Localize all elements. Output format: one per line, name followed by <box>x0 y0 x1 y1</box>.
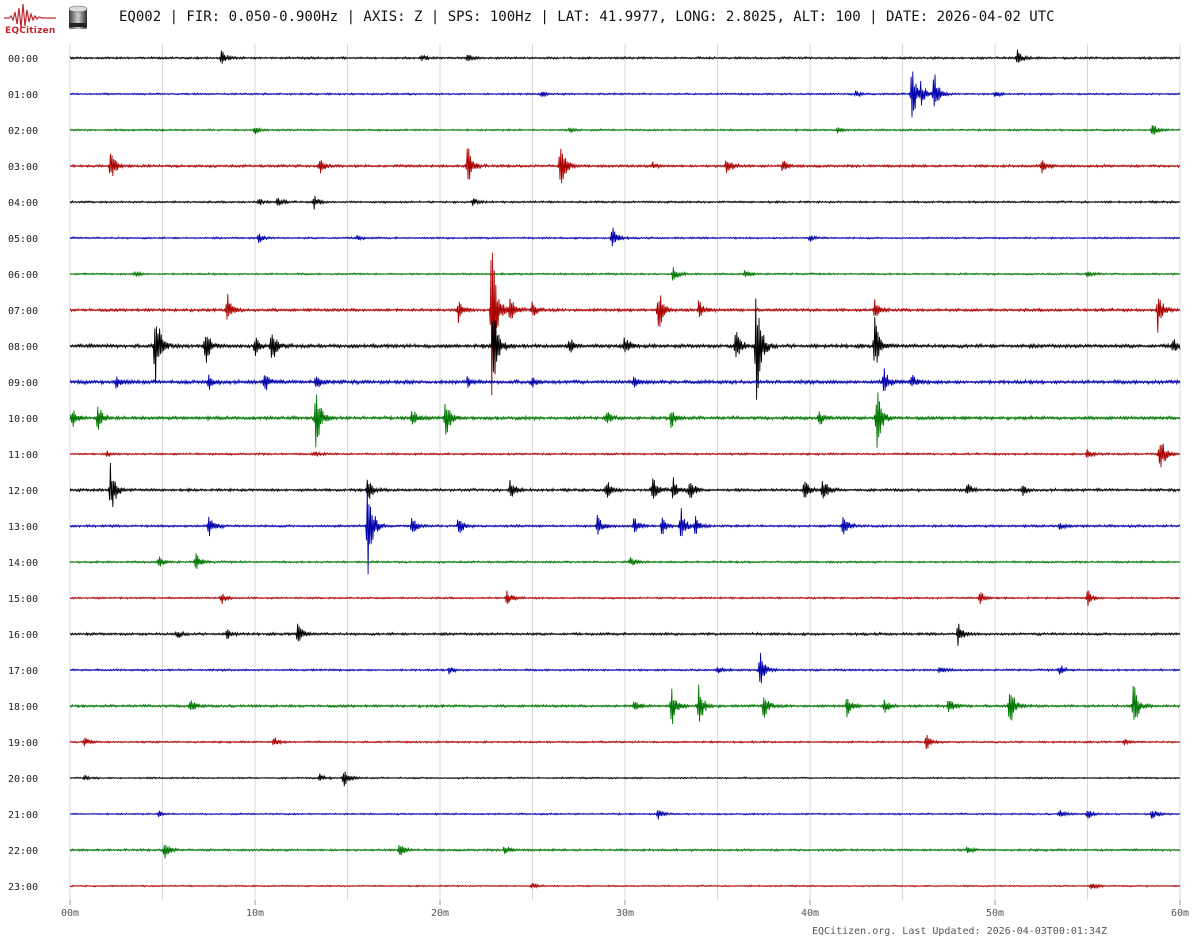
hour-label: 16:00 <box>8 630 38 641</box>
x-tick-label: 40m <box>801 908 819 919</box>
hour-label: 18:00 <box>8 702 38 713</box>
seismic-trace-0700 <box>69 252 1181 396</box>
page-title: EQ002 | FIR: 0.050-0.900Hz | AXIS: Z | S… <box>119 9 1055 25</box>
seismic-trace-0400 <box>69 195 1181 210</box>
seismic-trace-1500 <box>69 590 1181 606</box>
hour-label: 04:00 <box>8 198 38 209</box>
x-tick-label: 20m <box>431 908 449 919</box>
seismic-trace-0200 <box>69 125 1181 135</box>
hour-label: 07:00 <box>8 306 38 317</box>
seismic-trace-0300 <box>69 148 1181 184</box>
hour-label: 13:00 <box>8 522 38 533</box>
hour-label: 23:00 <box>8 882 38 893</box>
seismic-trace-2200 <box>69 844 1181 859</box>
chart-grid <box>69 44 1181 900</box>
x-tick-label: 60m <box>1171 908 1189 919</box>
hour-label: 17:00 <box>8 666 38 677</box>
seismic-trace-1600 <box>69 623 1181 646</box>
seismic-trace-1700 <box>69 652 1181 684</box>
seismic-trace-0100 <box>69 71 1181 118</box>
hour-label: 15:00 <box>8 594 38 605</box>
trace-layer <box>69 49 1181 890</box>
hour-label: 21:00 <box>8 810 38 821</box>
seismic-trace-0500 <box>69 227 1181 247</box>
hour-label: 00:00 <box>8 54 38 65</box>
hour-label: 09:00 <box>8 378 38 389</box>
hour-label: 12:00 <box>8 486 38 497</box>
x-tick-label: 00m <box>61 908 79 919</box>
seismic-trace-1200 <box>69 462 1181 508</box>
header: EQCitizen EQ002 | FIR: 0.050-0.900Hz | A… <box>0 0 1200 40</box>
hour-label: 01:00 <box>8 90 38 101</box>
hour-label: 05:00 <box>8 234 38 245</box>
seismic-trace-0800 <box>69 298 1181 400</box>
seismic-trace-2000 <box>69 771 1181 787</box>
hour-labels: 00:00 01:00 02:00 03:00 04:00 05:00 06:00 07:00… <box>8 54 38 893</box>
seismic-trace-1900 <box>69 734 1181 750</box>
hour-label: 03:00 <box>8 162 38 173</box>
seismic-trace-0000 <box>69 49 1181 64</box>
hour-label: 11:00 <box>8 450 38 461</box>
hour-label: 02:00 <box>8 126 38 137</box>
hour-label: 20:00 <box>8 774 38 785</box>
x-tick-label: 50m <box>986 908 1004 919</box>
seismic-trace-1000 <box>69 392 1181 448</box>
last-updated-footer: EQCitizen.org. Last Updated: 2026-04-03T… <box>811 926 1107 937</box>
seismogram-logo-icon <box>4 3 56 29</box>
seismometer-icon <box>68 5 88 29</box>
seismic-trace-1300 <box>69 488 1181 575</box>
hour-label: 10:00 <box>8 414 38 425</box>
hour-label: 22:00 <box>8 846 38 857</box>
logo-text: EQCitizen <box>5 26 56 36</box>
seismic-trace-2300 <box>69 882 1181 890</box>
seismic-trace-1800 <box>69 684 1181 725</box>
x-axis-ticks: 00m 10m 20m 30m 40m 50m 60m <box>61 900 1189 919</box>
x-tick-label: 30m <box>616 908 634 919</box>
seismic-trace-0600 <box>69 267 1181 281</box>
seismic-trace-1100 <box>69 443 1181 468</box>
seismic-trace-1400 <box>69 553 1181 570</box>
seismic-trace-2100 <box>69 809 1181 820</box>
hour-label: 19:00 <box>8 738 38 749</box>
seismic-trace-0900 <box>69 368 1181 391</box>
hour-label: 14:00 <box>8 558 38 569</box>
hour-label: 06:00 <box>8 270 38 281</box>
x-tick-label: 10m <box>246 908 264 919</box>
hour-label: 08:00 <box>8 342 38 353</box>
